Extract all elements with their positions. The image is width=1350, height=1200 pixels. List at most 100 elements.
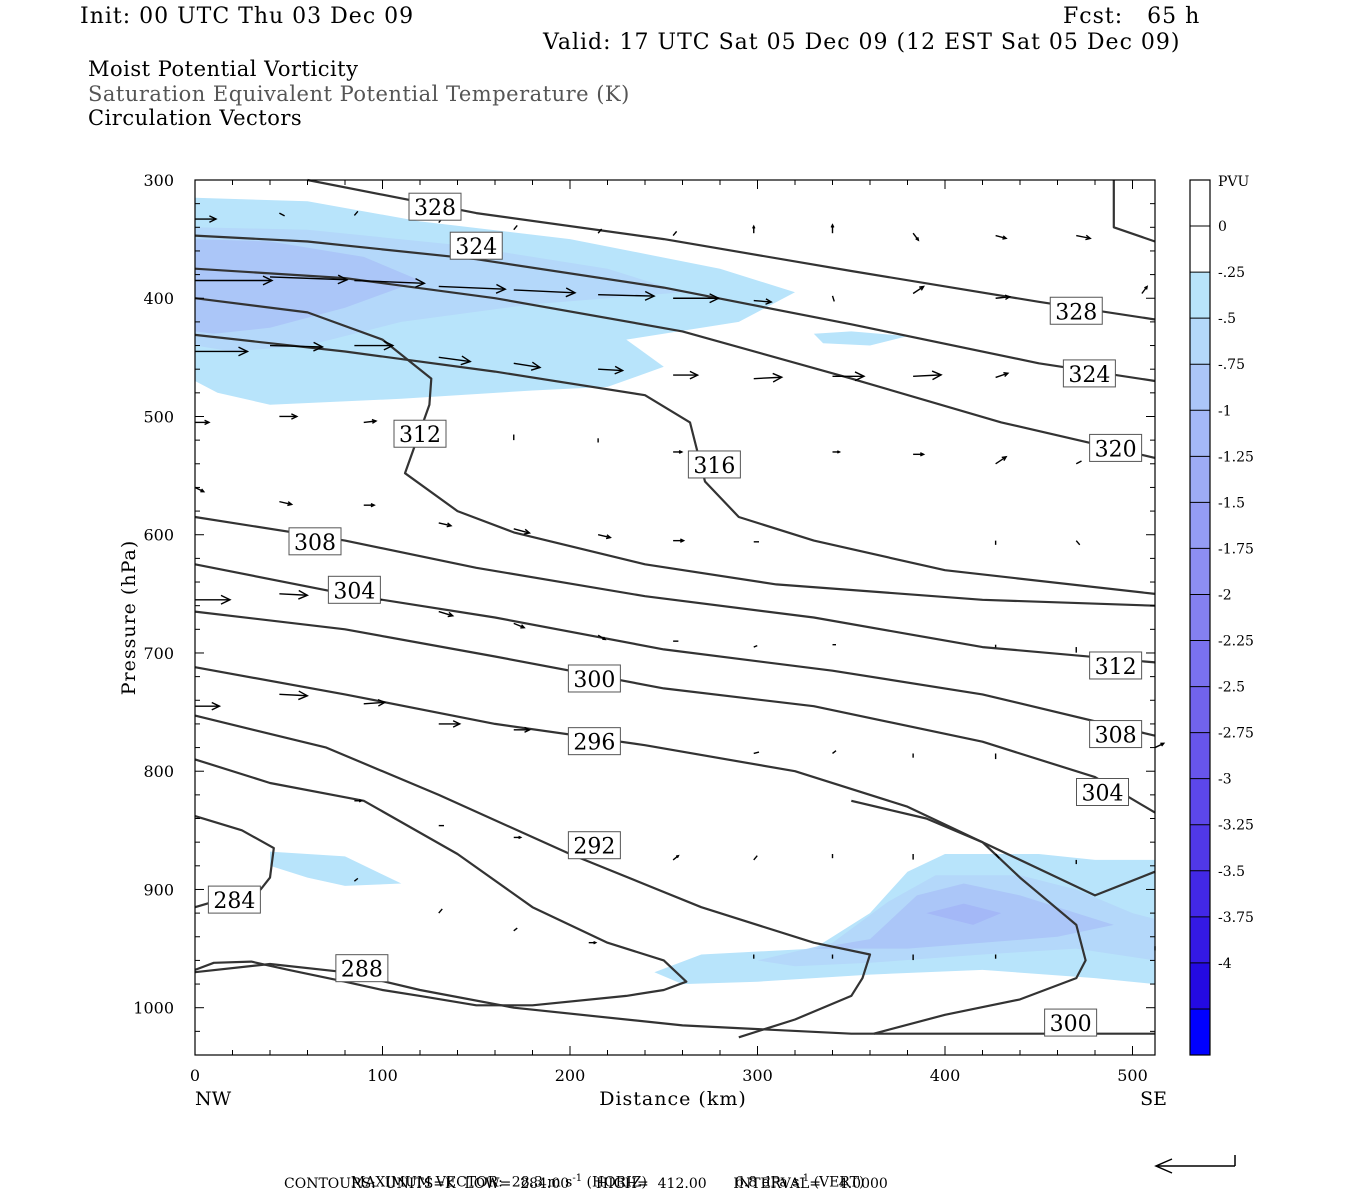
vector-head [518,835,523,840]
vector-shaft [1075,460,1082,465]
vector-head [200,488,206,493]
circulation-vector [1141,285,1149,294]
theta-es-contour [194,666,1156,897]
theta-es-contour [194,758,688,1007]
circulation-vector [354,799,363,803]
vector-shaft [995,296,1010,299]
contour-label-box [1044,1008,1098,1037]
vector-head [371,418,378,424]
vector-shaft [753,299,772,303]
circulation-vector [995,455,1008,465]
vector-shaft [353,210,359,216]
theta-es-contour [194,610,1156,814]
circulation-vector [279,212,285,217]
vector-head [523,528,532,535]
vector-shaft [269,276,348,281]
vector-head [446,522,453,528]
x-tick-label: 400 [930,1066,961,1085]
vector-head [675,854,680,859]
circulation-vector [438,610,455,618]
contour-label-text: 300 [573,668,615,693]
x-tick-label: 500 [1117,1066,1148,1085]
vector-shaft [995,456,1007,465]
vector-shaft [598,368,623,372]
vector-shaft [753,376,782,380]
colorbar-tick-label: -4 [1218,956,1232,972]
circulation-vector [279,500,294,507]
vector-shaft [363,420,377,424]
circulation-vector [673,370,700,380]
contour-label-box [1076,778,1129,806]
contour-label: 308 [288,527,342,556]
circulation-vector [1075,540,1081,546]
vector-head [291,413,299,420]
colorbar-tick-label: -2 [1218,587,1232,603]
vector-shaft [913,374,942,377]
circulation-vector [830,223,835,234]
vector-head [1003,372,1010,377]
colorbar-swatch [1190,318,1210,365]
contour-label-box [393,419,447,448]
x-tick-label: 300 [742,1066,773,1085]
vector-head [1002,235,1008,240]
circulation-vector [195,594,232,605]
circulation-vector [195,275,274,286]
contour-labels: 328 324 328 324 320 312 316 308 304 312 300 308 296 3… [207,192,1143,1037]
circulation-vector [995,294,1012,301]
vector-shaft [912,285,925,295]
colorbar-tick-label: -.75 [1218,357,1245,373]
vector-head [287,501,294,507]
circulation-vector [438,720,462,728]
vector-shaft [279,500,292,506]
circulation-vector [912,232,920,242]
x-tick-label: 100 [367,1066,398,1085]
contour-label: 288 [335,954,389,983]
circulation-vector [438,522,453,528]
title-theta-es: Saturation Equivalent Potential Temperat… [88,82,630,106]
circulation-vector [913,452,926,457]
vector-head [752,224,756,229]
contour-label-text: 288 [341,958,383,983]
colorbar-swatch [1190,640,1210,688]
vector-head [920,452,926,457]
vector-head [830,223,835,228]
vector-head [298,690,309,701]
contour-label: 300 [567,664,621,693]
contour-label: 328 [1049,296,1103,325]
vector-head [460,355,472,366]
circulation-vector [363,502,376,508]
circulation-vectors [194,210,1166,961]
vector-shaft [438,522,452,527]
colorbar-swatch [1190,410,1210,457]
vector-shaft [194,486,205,493]
vector-shaft [279,693,308,697]
y-tick-label: 700 [143,644,174,663]
vector-head [204,419,211,426]
vector-head [238,346,250,357]
y-tick-label: 600 [143,526,174,545]
circulation-vector [354,340,395,351]
circulation-vector [832,750,837,755]
vector-head [614,365,625,375]
pv-shading [195,197,1155,985]
vector-head [524,726,532,733]
colorbar-swatch [1190,226,1210,273]
circulation-vector [597,634,607,641]
circulation-vector [753,298,773,305]
circulation-vector [513,361,542,371]
vector-shaft [438,908,443,914]
contour-label-box [408,192,462,221]
circulation-vector [353,210,359,216]
unit-exponent: -1 [799,1173,810,1184]
circulation-vector [438,908,443,914]
vector-head [1001,455,1008,461]
vector-head [680,538,686,543]
circulation-vector [597,534,612,540]
vector-head [1144,285,1149,290]
circulation-vector [279,589,309,600]
vector-shaft [1076,234,1091,240]
contour-label: 312 [1089,651,1143,680]
circulation-vector [363,699,387,707]
max-vector-info: MAXIMUM VECTOR: 28.3 m s-1 (HORIZ) 6.8 dP… [342,1157,865,1191]
